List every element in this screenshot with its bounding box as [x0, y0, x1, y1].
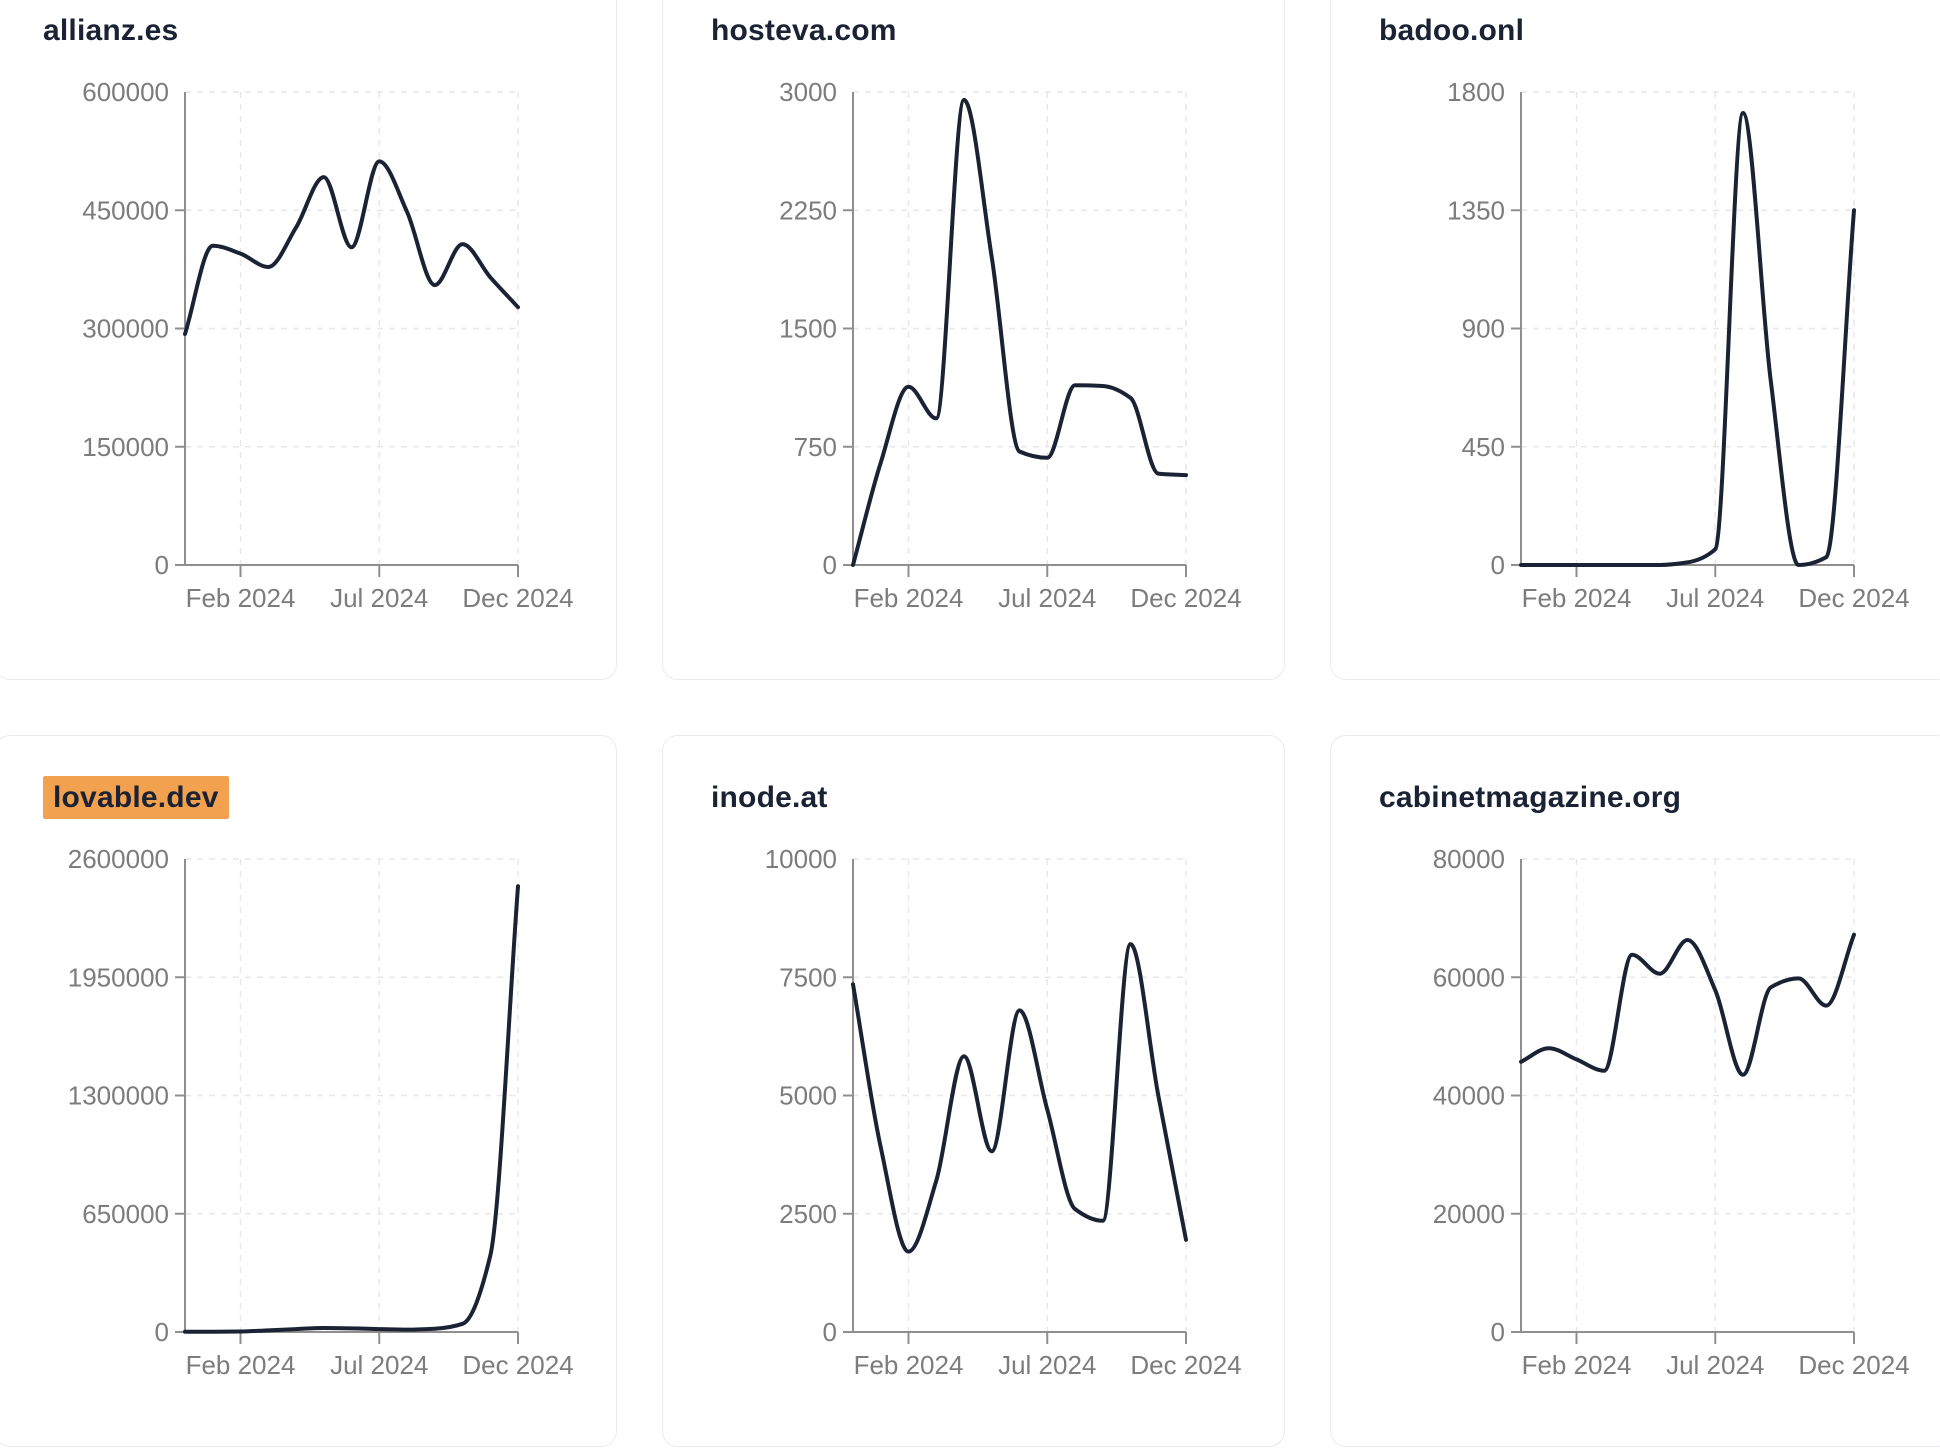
- y-tick-label: 1350: [1447, 195, 1505, 225]
- y-tick-label: 600000: [82, 77, 169, 107]
- y-tick-label: 2250: [779, 195, 837, 225]
- x-tick-label: Dec 2024: [462, 1350, 573, 1380]
- x-tick-label: Dec 2024: [1130, 583, 1241, 613]
- y-tick-label: 750: [794, 432, 837, 462]
- x-tick-label: Dec 2024: [1798, 1350, 1909, 1380]
- y-tick-label: 300000: [82, 314, 169, 344]
- series-line: [1519, 111, 1856, 567]
- y-tick-label: 0: [1491, 550, 1505, 580]
- y-tick-label: 40000: [1433, 1081, 1505, 1111]
- series-line: [183, 159, 520, 336]
- x-tick-label: Jul 2024: [1666, 583, 1764, 613]
- y-tick-label: 80000: [1433, 844, 1505, 874]
- x-tick-label: Feb 2024: [854, 1350, 964, 1380]
- y-tick-label: 0: [1491, 1317, 1505, 1347]
- x-tick-label: Jul 2024: [1666, 1350, 1764, 1380]
- x-tick-label: Feb 2024: [1522, 583, 1632, 613]
- chart-title: allianz.es: [43, 13, 178, 49]
- chart-title: inode.at: [711, 780, 828, 816]
- y-tick-label: 0: [823, 1317, 837, 1347]
- chart-title-highlight: lovable.dev: [43, 776, 229, 819]
- chart-card: cabinetmagazine.org 0 20000 40000 60000 8000…: [1330, 735, 1940, 1447]
- line-chart: 0 750 1500 2250 3000 Feb 2024 Jul 2024 Dec 2024: [779, 77, 1242, 613]
- x-tick-label: Feb 2024: [186, 1350, 296, 1380]
- chart-title-text: inode.at: [711, 781, 828, 814]
- chart-title: badoo.onl: [1379, 13, 1524, 49]
- y-tick-label: 1950000: [68, 962, 169, 992]
- x-tick-label: Jul 2024: [330, 583, 428, 613]
- line-chart: 0 650000 1300000 1950000 2600000 Feb 2024 Jul …: [68, 844, 574, 1380]
- chart-card: inode.at 0 2500 5000 7500 10000 Feb 2024 Jul 2…: [662, 735, 1285, 1447]
- x-tick-label: Dec 2024: [462, 583, 573, 613]
- series-line: [183, 884, 520, 1334]
- x-tick-label: Feb 2024: [1522, 1350, 1632, 1380]
- y-tick-label: 20000: [1433, 1199, 1505, 1229]
- y-tick-label: 10000: [765, 844, 837, 874]
- x-tick-label: Feb 2024: [186, 583, 296, 613]
- chart-title-text: allianz.es: [43, 14, 179, 47]
- y-tick-label: 5000: [779, 1081, 837, 1111]
- chart-title-text: badoo.onl: [1379, 14, 1525, 47]
- x-tick-label: Jul 2024: [998, 583, 1096, 613]
- y-tick-label: 450000: [82, 195, 169, 225]
- x-tick-label: Jul 2024: [330, 1350, 428, 1380]
- chart-card: allianz.es 0 150000 300000 450000 600000 Feb …: [0, 0, 617, 680]
- line-chart: 0 2500 5000 7500 10000 Feb 2024 Jul 2024 Dec 20…: [765, 844, 1242, 1380]
- y-tick-label: 7500: [779, 962, 837, 992]
- series-line: [1519, 932, 1856, 1077]
- chart-card: lovable.dev 0 650000 1300000 1950000 2600000…: [0, 735, 617, 1447]
- y-tick-label: 60000: [1433, 962, 1505, 992]
- y-tick-label: 3000: [779, 77, 837, 107]
- y-tick-label: 1300000: [68, 1081, 169, 1111]
- line-chart: 0 20000 40000 60000 80000 Feb 2024 Jul 2024 Dec…: [1433, 844, 1910, 1380]
- line-chart: 0 150000 300000 450000 600000 Feb 2024 Jul 202…: [82, 77, 573, 613]
- chart-title: hosteva.com: [711, 13, 897, 49]
- chart-card: badoo.onl 0 450 900 1350 1800 Feb 2024 Jul 202…: [1330, 0, 1940, 680]
- chart-title-text: hosteva.com: [711, 14, 897, 47]
- series-line: [851, 942, 1188, 1254]
- series-line: [851, 97, 1188, 567]
- y-tick-label: 2500: [779, 1199, 837, 1229]
- x-tick-label: Dec 2024: [1130, 1350, 1241, 1380]
- chart-title: lovable.dev: [43, 776, 229, 819]
- y-tick-label: 0: [155, 550, 169, 580]
- x-tick-label: Dec 2024: [1798, 583, 1909, 613]
- y-tick-label: 900: [1462, 314, 1505, 344]
- y-tick-label: 1500: [779, 314, 837, 344]
- y-tick-label: 150000: [82, 432, 169, 462]
- chart-title: cabinetmagazine.org: [1379, 780, 1681, 816]
- y-tick-label: 650000: [82, 1199, 169, 1229]
- y-tick-label: 450: [1462, 432, 1505, 462]
- chart-card: hosteva.com 0 750 1500 2250 3000 Feb 2024 Jul …: [662, 0, 1285, 680]
- y-tick-label: 0: [823, 550, 837, 580]
- x-tick-label: Jul 2024: [998, 1350, 1096, 1380]
- y-tick-label: 1800: [1447, 77, 1505, 107]
- line-chart: 0 450 900 1350 1800 Feb 2024 Jul 2024 Dec 2024: [1447, 77, 1910, 613]
- x-tick-label: Feb 2024: [854, 583, 964, 613]
- chart-title-text: cabinetmagazine.org: [1379, 781, 1682, 814]
- y-tick-label: 0: [155, 1317, 169, 1347]
- y-tick-label: 2600000: [68, 844, 169, 874]
